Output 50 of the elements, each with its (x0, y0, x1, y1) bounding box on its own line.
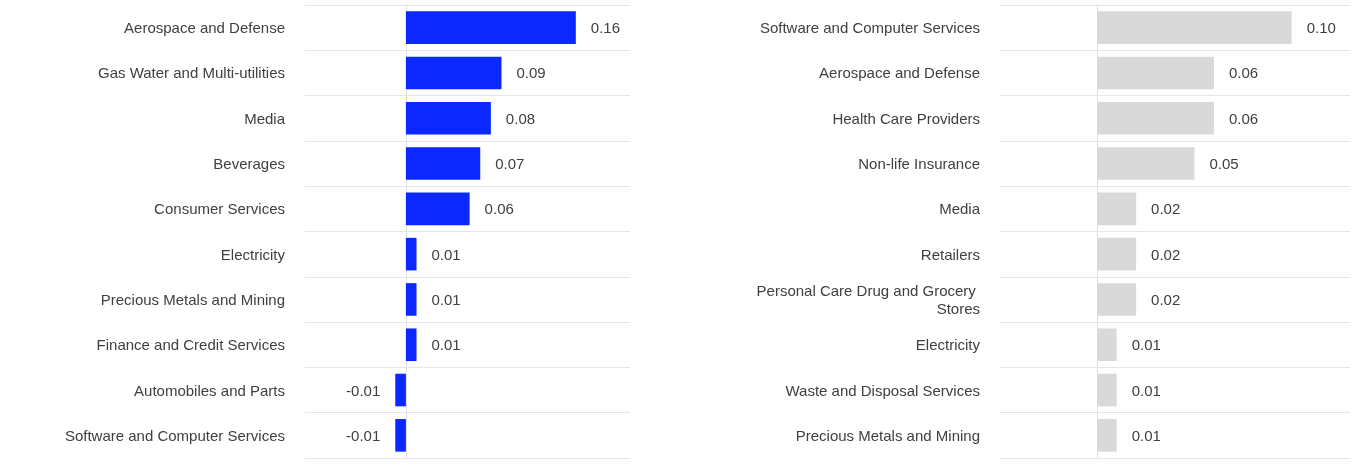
bar (395, 419, 406, 452)
data-label: 0.02 (1151, 290, 1181, 308)
y-tick-label: Waste and Disposal Services (785, 381, 980, 399)
data-label: 0.01 (1131, 381, 1161, 399)
y-tick-label: Automobiles and Parts (134, 381, 285, 399)
data-label: 0.02 (1151, 245, 1181, 263)
data-label: 0.06 (1228, 109, 1259, 127)
y-tick-label: Software and Computer Services (759, 19, 980, 37)
data-label: -0.01 (346, 381, 381, 399)
data-label: 0.01 (431, 245, 461, 263)
y-tick-label: Software and Computer Services (64, 426, 285, 444)
data-label: 0.09 (516, 64, 546, 82)
y-tick-label: Electricity (220, 245, 286, 263)
data-label: 0.01 (431, 336, 461, 354)
bar (405, 283, 417, 316)
y-tick-label: Aerospace and Defense (819, 64, 980, 82)
data-label: 0.01 (1131, 336, 1161, 354)
y-tick-label: Personal Care Drug and Grocery Stores (756, 281, 980, 317)
data-label: 0.16 (590, 19, 621, 37)
y-tick-label: Health Care Providers (832, 109, 980, 127)
data-label: 0.05 (1209, 155, 1239, 173)
data-label: 0.02 (1151, 200, 1181, 218)
bar (405, 147, 481, 180)
y-tick-label: Media (939, 200, 981, 218)
y-tick-label: Precious Metals and Mining (100, 290, 285, 308)
data-label: 0.10 (1306, 19, 1336, 37)
bar (405, 56, 502, 90)
bar (395, 373, 406, 407)
bar (405, 101, 491, 135)
bar (405, 11, 576, 44)
bar (405, 192, 470, 226)
y-tick-label: Aerospace and Defense (124, 19, 285, 37)
y-tick-label: Retailers (920, 245, 980, 263)
y-tick-label: Non-life Insurance (858, 155, 980, 173)
y-tick-label: Consumer Services (154, 200, 285, 218)
y-tick-label: Precious Metals and Mining (795, 426, 980, 444)
y-tick-label: Beverages (213, 155, 285, 173)
data-label: 0.08 (505, 109, 536, 127)
data-label: 0.06 (1228, 64, 1259, 82)
y-tick-label: Media (244, 109, 286, 127)
data-label: -0.01 (346, 426, 381, 444)
data-label: 0.07 (495, 155, 525, 173)
y-tick-label: Electricity (915, 336, 981, 354)
data-label: 0.01 (431, 290, 461, 308)
data-label: 0.06 (484, 200, 514, 218)
bar (405, 328, 417, 362)
y-tick-label: Gas Water and Multi-utilities (97, 64, 285, 82)
data-label: 0.01 (1131, 426, 1161, 444)
bar (405, 237, 417, 271)
y-tick-label: Finance and Credit Services (96, 336, 285, 354)
